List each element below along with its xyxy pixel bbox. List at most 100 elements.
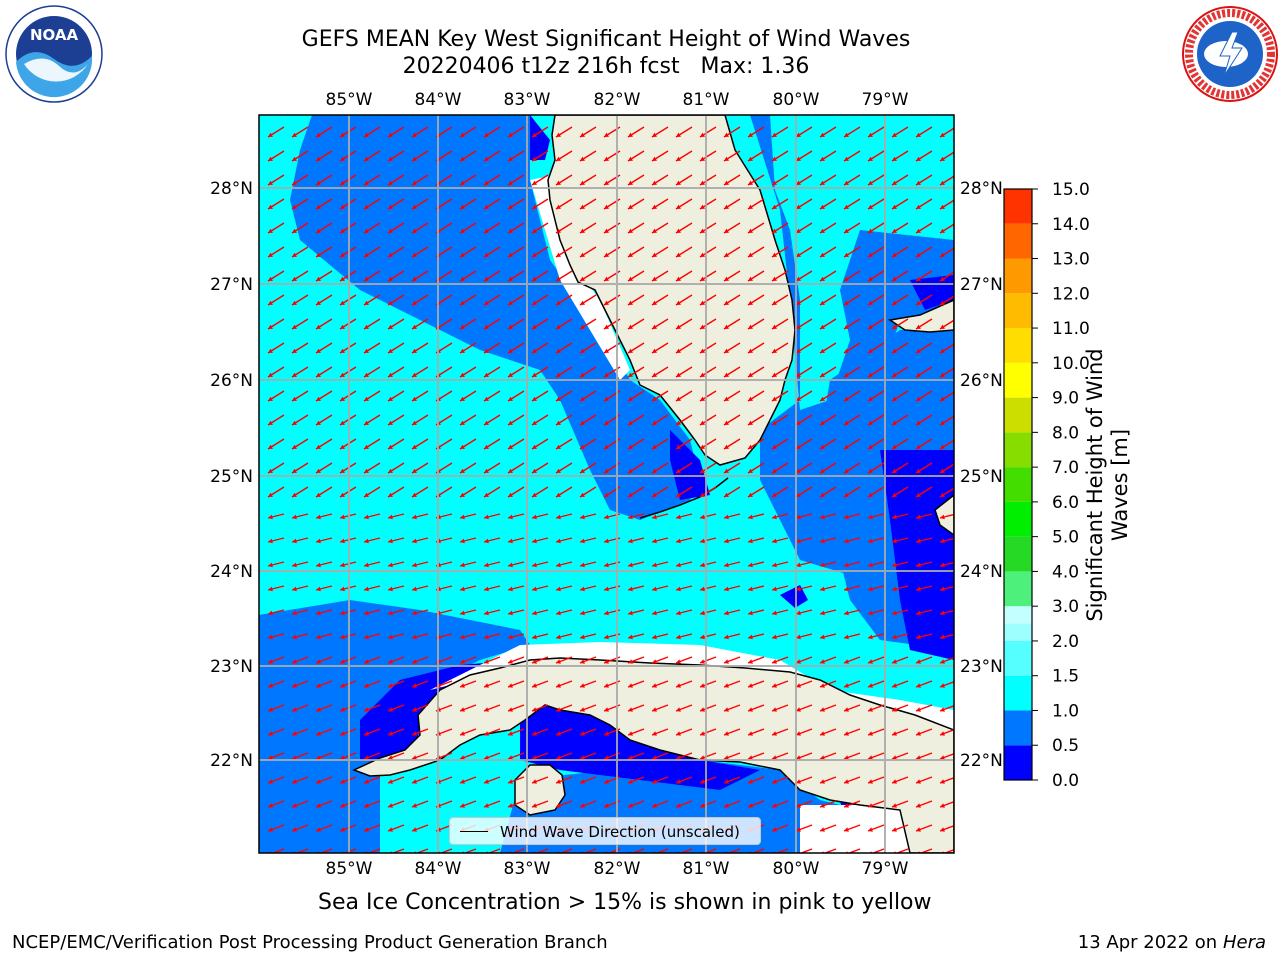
wave-direction-arrow	[867, 318, 885, 330]
wave-direction-arrow	[843, 174, 861, 186]
wave-direction-arrow	[795, 294, 813, 306]
wave-direction-arrow	[579, 486, 597, 498]
wave-direction-arrow	[723, 633, 741, 640]
wave-direction-arrow	[507, 366, 525, 378]
wave-direction-arrow	[267, 680, 285, 688]
wave-direction-arrow	[315, 342, 333, 354]
wave-direction-arrow	[387, 198, 405, 210]
wave-direction-arrow	[819, 609, 837, 616]
wave-direction-arrow	[555, 438, 573, 450]
wave-direction-arrow	[891, 270, 909, 282]
wave-direction-arrow	[915, 222, 933, 234]
wave-direction-arrow	[891, 174, 909, 186]
wave-direction-arrow	[651, 318, 669, 330]
wave-direction-arrow	[867, 294, 885, 306]
wave-direction-arrow	[579, 270, 597, 282]
wave-direction-arrow	[531, 561, 549, 568]
wave-direction-arrow	[747, 438, 765, 450]
wave-direction-arrow	[507, 198, 525, 210]
wave-direction-arrow	[747, 270, 765, 282]
wave-direction-arrow	[723, 246, 741, 258]
wave-direction-arrow	[651, 270, 669, 282]
colorbar-band	[1004, 293, 1032, 329]
wave-direction-arrow	[411, 366, 429, 378]
wave-direction-arrow	[723, 126, 741, 138]
land-bahamas-andros	[934, 494, 954, 536]
wave-direction-arrow	[531, 150, 549, 162]
wave-direction-arrow	[723, 414, 741, 426]
wave-direction-arrow	[411, 680, 429, 688]
wave-direction-arrow	[291, 656, 309, 664]
wave-direction-arrow	[291, 318, 309, 330]
wave-direction-arrow	[555, 366, 573, 378]
wave-direction-arrow	[867, 198, 885, 210]
wave-direction-arrow	[291, 198, 309, 210]
wave-direction-arrow	[315, 126, 333, 138]
footer-credit: NCEP/EMC/Verification Post Processing Pr…	[12, 932, 608, 953]
wave-direction-arrow	[915, 150, 933, 162]
wave-direction-arrow	[291, 270, 309, 282]
wave-direction-arrow	[531, 246, 549, 258]
land-florida-keys	[639, 477, 729, 519]
wave-direction-arrow	[699, 294, 717, 306]
wave-direction-arrow	[267, 246, 285, 258]
wave-direction-arrow	[723, 342, 741, 354]
sea-ice-note: Sea Ice Concentration > 15% is shown in …	[318, 890, 932, 915]
wave-direction-arrow	[867, 728, 885, 736]
wave-direction-arrow	[627, 390, 645, 402]
wave-direction-arrow	[579, 462, 597, 474]
wave-direction-arrow	[507, 342, 525, 354]
wave-direction-arrow	[651, 198, 669, 210]
wave-direction-arrow	[675, 270, 693, 282]
wave-direction-arrow	[483, 246, 501, 258]
wave-direction-arrow	[747, 294, 765, 306]
wave-direction-arrow	[795, 680, 813, 688]
colorbar-band	[1004, 362, 1032, 398]
wave-direction-arrow	[627, 537, 645, 544]
wave-direction-arrow	[411, 486, 429, 498]
wave-direction-arrow	[843, 537, 861, 544]
wave-direction-arrow	[699, 174, 717, 186]
wave-direction-arrow	[651, 561, 669, 568]
colorbar-band	[1004, 745, 1032, 780]
wave-direction-arrow	[483, 342, 501, 354]
wave-direction-arrow	[291, 561, 309, 568]
wave-direction-arrow	[531, 585, 549, 592]
wave-direction-arrow	[315, 486, 333, 498]
wave-direction-arrow	[387, 704, 405, 712]
wave-direction-arrow	[915, 390, 933, 402]
wave-direction-arrow	[795, 704, 813, 712]
wave-direction-arrow	[723, 513, 741, 520]
wave-direction-arrow	[387, 150, 405, 162]
wave-direction-arrow	[675, 246, 693, 258]
wave-direction-arrow	[699, 585, 717, 592]
wave-direction-arrow	[555, 609, 573, 616]
wave-direction-arrow	[747, 174, 765, 186]
wave-direction-arrow	[915, 126, 933, 138]
wave-direction-arrow	[531, 414, 549, 426]
wave-direction-arrow	[555, 198, 573, 210]
wave-direction-arrow	[387, 486, 405, 498]
wave-direction-arrow	[915, 537, 933, 544]
colorbar-tick-label: 6.0	[1052, 493, 1079, 513]
wave-direction-arrow	[675, 656, 693, 664]
wave-direction-arrow	[843, 680, 861, 688]
wave-direction-arrow	[555, 270, 573, 282]
wave-direction-arrow	[867, 246, 885, 258]
wave-direction-arrow	[795, 609, 813, 616]
wave-direction-arrow	[267, 198, 285, 210]
wave-direction-arrow	[267, 486, 285, 498]
wave-direction-arrow	[363, 537, 381, 544]
wave-direction-arrow	[363, 680, 381, 688]
wave-direction-arrow	[315, 824, 333, 832]
wave-direction-arrow	[651, 414, 669, 426]
wave-direction-arrow	[387, 294, 405, 306]
wave-direction-arrow	[387, 609, 405, 616]
wave-direction-arrow	[747, 776, 765, 784]
wave-direction-arrow	[867, 824, 885, 832]
wave-direction-arrow	[315, 704, 333, 712]
wave-direction-arrow	[915, 633, 933, 640]
wave-direction-arrow	[819, 126, 837, 138]
wave-direction-arrow	[627, 561, 645, 568]
wave-direction-arrow	[531, 462, 549, 474]
